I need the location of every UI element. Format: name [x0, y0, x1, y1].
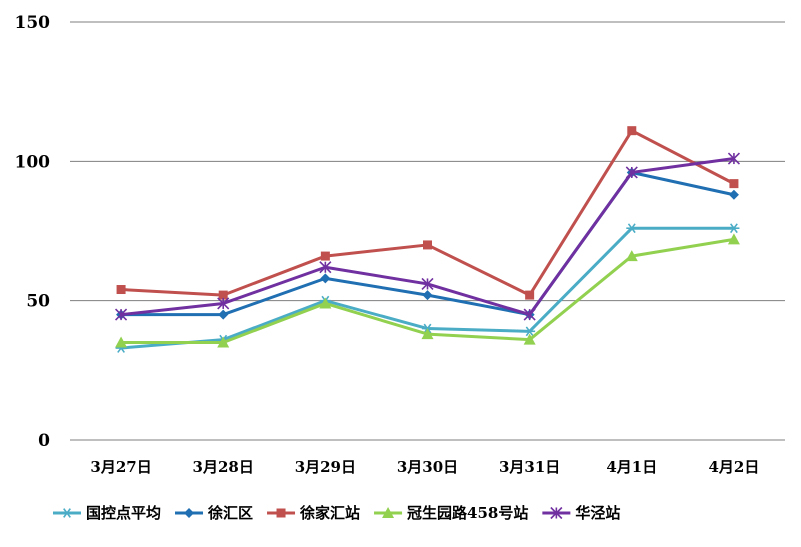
data-point: [626, 223, 638, 234]
data-point: [523, 308, 536, 321]
data-point: [115, 308, 128, 321]
legend-marker: [276, 508, 286, 518]
legend-marker: [382, 507, 395, 518]
data-point: [728, 189, 739, 200]
data-point: [728, 223, 740, 234]
data-point: [727, 233, 740, 245]
data-point: [218, 309, 229, 320]
data-point: [422, 290, 433, 301]
y-tick-label: 0: [38, 431, 50, 451]
x-tick-label: 3月28日: [193, 458, 254, 476]
data-point: [116, 285, 126, 295]
data-point: [115, 336, 128, 348]
series-4: [115, 152, 740, 321]
x-tick-label: 4月2日: [708, 458, 759, 476]
grid-layer: [70, 21, 785, 441]
series-2: [116, 126, 739, 300]
x-tick-label: 3月29日: [295, 458, 356, 476]
legend-marker: [61, 508, 73, 518]
legend-label: 华泾站: [575, 504, 620, 522]
data-point: [525, 290, 535, 300]
data-point: [319, 297, 332, 309]
legend: 国控点平均 徐汇区 徐家汇站 冠生园路458号站 华泾站: [53, 504, 620, 522]
legend-item: 徐家汇站: [267, 504, 360, 522]
y-axis-ticks: 0 50 100 150: [15, 13, 51, 451]
legend-label: 冠生园路458号站: [407, 504, 528, 522]
data-point: [320, 251, 330, 261]
data-point: [727, 152, 740, 165]
series-line: [120, 129, 735, 297]
data-point: [320, 273, 331, 284]
y-tick-label: 50: [26, 292, 50, 312]
y-tick-label: 150: [15, 13, 51, 33]
x-tick-label: 3月27日: [90, 458, 151, 476]
data-point: [524, 326, 536, 337]
data-point: [218, 290, 228, 300]
data-point: [217, 297, 230, 310]
data-point: [625, 166, 638, 179]
legend-label: 徐家汇站: [299, 504, 360, 522]
y-tick-label: 100: [15, 152, 51, 172]
legend-item: 冠生园路458号站: [374, 504, 528, 522]
data-point: [729, 179, 739, 189]
legend-marker: [184, 508, 195, 518]
series-3: [115, 233, 740, 348]
data-point: [421, 328, 434, 340]
data-point: [217, 336, 230, 348]
data-point: [421, 277, 434, 291]
legend-label: 徐汇区: [207, 504, 253, 522]
legend-marker: [550, 506, 563, 520]
legend-item: 华泾站: [542, 504, 620, 522]
x-tick-label: 3月30日: [397, 458, 458, 476]
data-point: [625, 250, 638, 262]
x-tick-label: 4月1日: [606, 458, 657, 476]
x-tick-label: 3月31日: [499, 458, 560, 476]
legend-label: 国控点平均: [86, 504, 161, 522]
data-point: [627, 126, 637, 136]
legend-item: 徐汇区: [175, 504, 253, 522]
series-layer: [115, 126, 740, 353]
data-point: [523, 333, 536, 345]
legend-item: 国控点平均: [53, 504, 161, 522]
data-point: [423, 240, 432, 250]
x-axis-ticks: 3月27日 3月28日 3月29日 3月30日 3月31日 4月1日 4月2日: [90, 458, 759, 476]
data-point: [319, 261, 332, 274]
